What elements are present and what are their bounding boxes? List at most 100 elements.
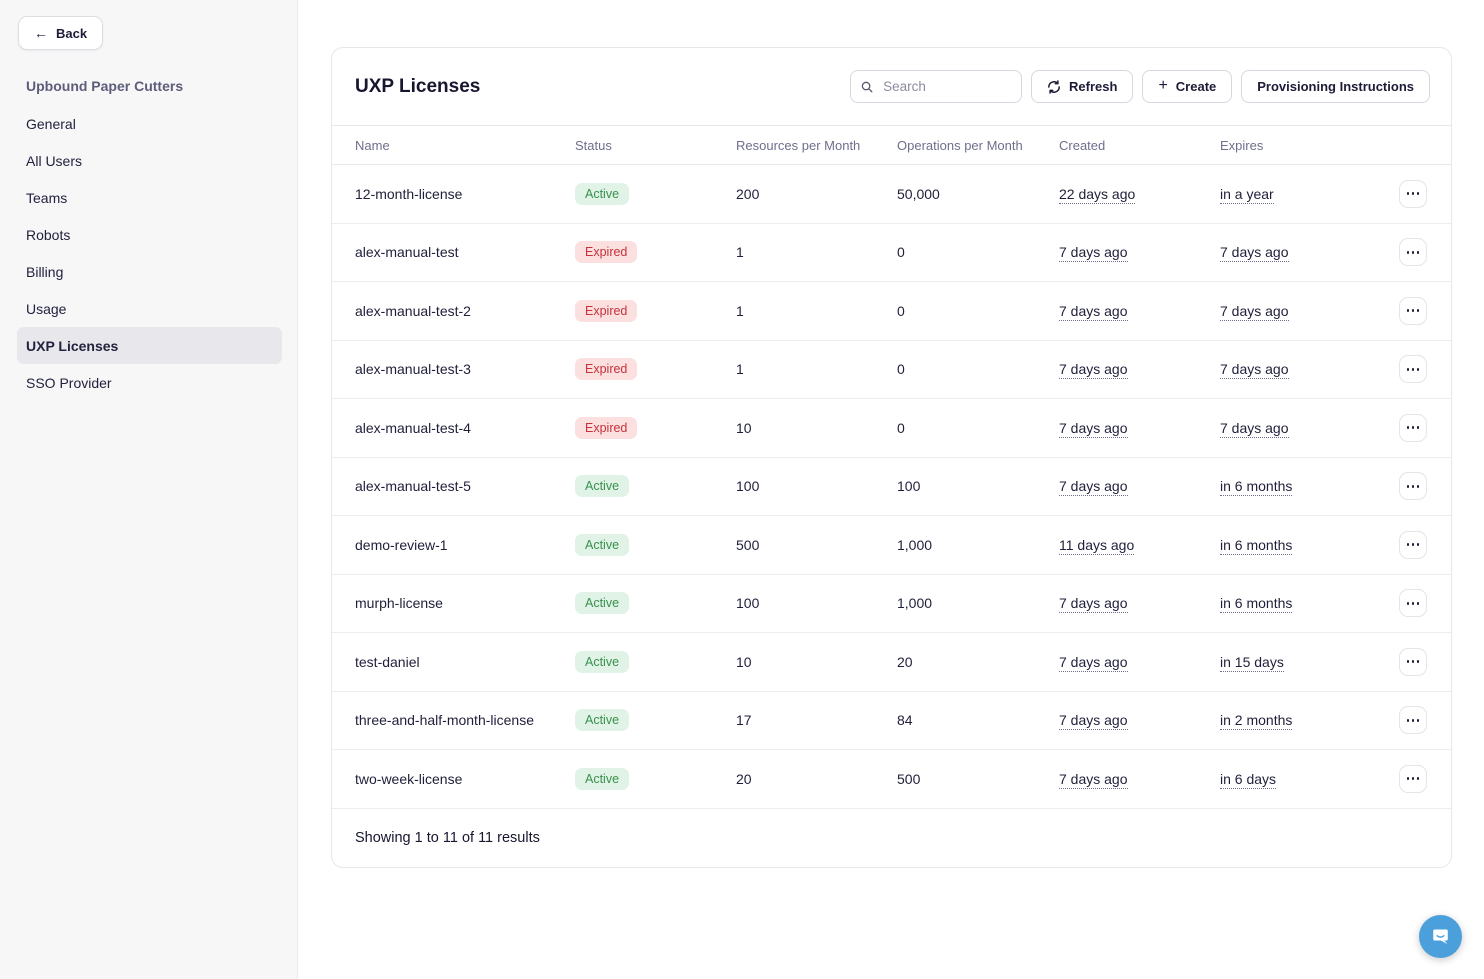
license-created: 7 days ago	[1059, 595, 1220, 614]
row-menu-button[interactable]	[1399, 764, 1427, 793]
row-actions	[1381, 472, 1451, 501]
search-input[interactable]	[881, 78, 1012, 95]
row-menu-button[interactable]	[1399, 413, 1427, 442]
license-name: three-and-half-month-license	[355, 712, 534, 729]
resources-per-month: 20	[736, 770, 752, 787]
created-relative-time: 7 days ago	[1059, 244, 1128, 263]
toolbar: Refresh + Create Provisioning Instructio…	[850, 70, 1430, 103]
create-button[interactable]: + Create	[1142, 70, 1233, 103]
operations-per-month: 0	[897, 302, 905, 319]
license-created: 7 days ago	[1059, 419, 1220, 438]
licenses-card: UXP Licenses Refresh + Cr	[331, 47, 1452, 868]
license-name: alex-manual-test-4	[355, 419, 471, 436]
row-menu-button[interactable]	[1399, 706, 1427, 735]
license-expires: in 6 months	[1220, 478, 1381, 497]
operations-per-month: 84	[897, 712, 913, 729]
sidebar-item-billing[interactable]: Billing	[26, 263, 64, 280]
row-menu-button[interactable]	[1399, 530, 1427, 559]
table-row: test-daniel Active 10 20 7 days ago in 15 day…	[332, 633, 1451, 692]
license-status: Expired	[575, 358, 736, 381]
operations-per-month: 500	[897, 770, 921, 787]
expires-relative-time: 7 days ago	[1220, 244, 1289, 263]
expires-relative-time: in 6 months	[1220, 478, 1293, 497]
column-header-created: Created	[1059, 137, 1106, 153]
expires-relative-time: in 15 days	[1220, 653, 1284, 672]
sidebar-item-sso-provider[interactable]: SSO Provider	[26, 374, 112, 391]
column-header-operations-per-month: Operations per Month	[897, 137, 1023, 153]
chat-bubble-icon	[1433, 929, 1448, 944]
operations-per-month: 0	[897, 419, 905, 436]
org-name: Upbound Paper Cutters	[26, 78, 184, 94]
back-arrow-icon: ←	[34, 25, 48, 41]
row-menu-button[interactable]	[1399, 589, 1427, 618]
chat-launcher-button[interactable]	[1419, 915, 1462, 958]
license-status: Active	[575, 709, 736, 732]
license-expires: 7 days ago	[1220, 244, 1381, 263]
resources-per-month: 1	[736, 302, 744, 319]
expires-relative-time: in 6 months	[1220, 595, 1293, 614]
sidebar-item-robots[interactable]: Robots	[26, 226, 71, 243]
search-box[interactable]	[850, 70, 1023, 103]
row-actions	[1381, 647, 1451, 676]
created-relative-time: 7 days ago	[1059, 478, 1128, 497]
refresh-button-label: Refresh	[1069, 79, 1118, 94]
row-actions	[1381, 179, 1451, 208]
resources-per-month: 200	[736, 185, 760, 202]
expires-relative-time: in 2 months	[1220, 712, 1293, 731]
license-expires: 7 days ago	[1220, 361, 1381, 380]
license-name: demo-review-1	[355, 536, 448, 553]
status-badge: Active	[575, 650, 630, 673]
row-menu-button[interactable]	[1399, 179, 1427, 208]
table-row: three-and-half-month-license Active 17 84 7 …	[332, 692, 1451, 750]
refresh-icon	[1048, 79, 1060, 94]
column-header-status: Status	[575, 137, 612, 153]
row-menu-button[interactable]	[1399, 472, 1427, 501]
license-created: 7 days ago	[1059, 770, 1220, 789]
operations-per-month: 1,000	[897, 595, 933, 612]
sidebar-item-all-users[interactable]: All Users	[26, 152, 83, 169]
results-summary: Showing 1 to 11 of 11 results	[355, 830, 540, 846]
row-menu-button[interactable]	[1399, 355, 1427, 384]
resources-per-month: 1	[736, 244, 744, 261]
resources-per-month: 100	[736, 478, 760, 495]
row-actions	[1381, 706, 1451, 735]
expires-relative-time: in a year	[1220, 185, 1274, 204]
operations-per-month: 0	[897, 361, 905, 378]
row-menu-button[interactable]	[1399, 296, 1427, 325]
sidebar-item-uxp-licenses[interactable]: UXP Licenses	[17, 327, 282, 364]
license-name: two-week-license	[355, 770, 463, 787]
row-actions	[1381, 296, 1451, 325]
row-actions	[1381, 355, 1451, 384]
sidebar-item-general[interactable]: General	[26, 115, 76, 132]
resources-per-month: 17	[736, 712, 752, 729]
license-created: 7 days ago	[1059, 712, 1220, 731]
table-row: two-week-license Active 20 500 7 days ago in …	[332, 750, 1451, 809]
license-created: 7 days ago	[1059, 653, 1220, 672]
resources-per-month: 1	[736, 361, 744, 378]
row-menu-button[interactable]	[1399, 238, 1427, 267]
expires-relative-time: 7 days ago	[1220, 361, 1289, 380]
resources-per-month: 500	[736, 536, 760, 553]
table-header-row: Name Status Resources per Month Operations …	[332, 126, 1451, 165]
sidebar-item-usage[interactable]: Usage	[26, 300, 67, 317]
row-actions	[1381, 589, 1451, 618]
status-badge: Expired	[575, 416, 638, 439]
table-row: 12-month-license Active 200 50,000 22 days a…	[332, 165, 1451, 224]
expires-relative-time: 7 days ago	[1220, 419, 1289, 438]
row-menu-button[interactable]	[1399, 647, 1427, 676]
created-relative-time: 7 days ago	[1059, 595, 1128, 614]
license-name: alex-manual-test-5	[355, 478, 471, 495]
created-relative-time: 7 days ago	[1059, 770, 1128, 789]
license-expires: 7 days ago	[1220, 419, 1381, 438]
created-relative-time: 7 days ago	[1059, 653, 1128, 672]
back-button[interactable]: ← Back	[18, 16, 104, 50]
sidebar-item-teams[interactable]: Teams	[26, 189, 68, 206]
license-name: alex-manual-test-2	[355, 302, 471, 319]
created-relative-time: 22 days ago	[1059, 185, 1136, 204]
sidebar-nav: General All Users Teams Robots Billing Usage U…	[17, 105, 282, 401]
column-header-resources-per-month: Resources per Month	[736, 137, 861, 153]
license-created: 7 days ago	[1059, 361, 1220, 380]
provisioning-instructions-button[interactable]: Provisioning Instructions	[1241, 70, 1430, 103]
refresh-button[interactable]: Refresh	[1031, 70, 1134, 103]
table-row: alex-manual-test Expired 1 0 7 days ago 7 day…	[332, 224, 1451, 282]
